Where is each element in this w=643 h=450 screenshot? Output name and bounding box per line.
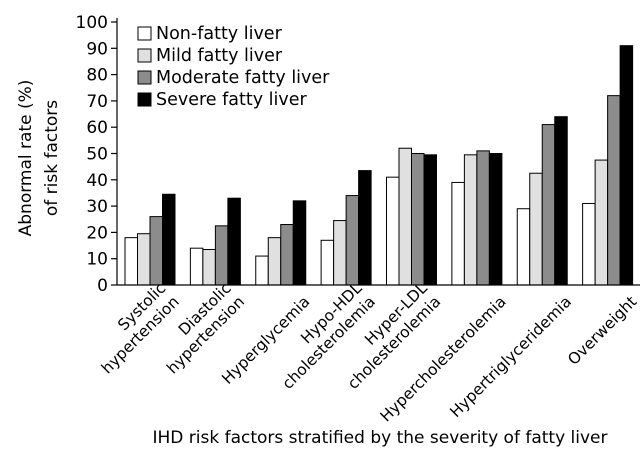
- y-tick-label: 100: [76, 13, 108, 33]
- bar-moderate-fatty-liver-2: [280, 224, 294, 286]
- y-tick-label: 40: [86, 171, 108, 191]
- bar-non-fatty-liver-6: [516, 208, 531, 286]
- y-ticks-layer: 0 10 20 30 40 50 60 70 80 90 100: [76, 13, 117, 296]
- bar-mild-fatty-liver-5: [463, 154, 478, 286]
- y-axis-title-line-1: Abnormal rate (%): [16, 80, 36, 237]
- bar-mild-fatty-liver-1: [202, 248, 216, 286]
- category-labels-layer: SystolichypertensionDiastolichypertensio…: [98, 279, 640, 426]
- y-tick-label: 20: [86, 223, 108, 243]
- bar-moderate-fatty-liver-7: [607, 95, 621, 286]
- y-tick-label: 70: [86, 92, 108, 112]
- bar-moderate-fatty-liver-4: [411, 153, 425, 286]
- x-axis-title: IHD risk factors stratified by the sever…: [152, 428, 607, 448]
- legend-swatch-0: [137, 26, 152, 41]
- bar-severe-fatty-liver-2: [292, 200, 307, 286]
- legend-swatch-1: [137, 48, 152, 63]
- bar-non-fatty-liver-2: [255, 255, 269, 286]
- bar-non-fatty-liver-7: [582, 202, 596, 286]
- y-tick-label: 90: [86, 39, 108, 59]
- axes-layer: [116, 18, 640, 286]
- legend-swatch-2: [137, 70, 152, 85]
- bar-mild-fatty-liver-0: [137, 233, 151, 286]
- bar-mild-fatty-liver-2: [267, 237, 282, 286]
- bar-non-fatty-liver-1: [189, 247, 204, 286]
- y-tick-label: 10: [86, 250, 108, 270]
- y-tick-label: 60: [86, 118, 108, 138]
- bar-moderate-fatty-liver-3: [345, 195, 360, 286]
- bar-moderate-fatty-liver-6: [541, 124, 556, 286]
- y-tick-label: 0: [97, 276, 108, 296]
- bars-layer: [124, 45, 634, 286]
- bar-non-fatty-liver-4: [386, 176, 400, 286]
- bar-moderate-fatty-liver-0: [149, 216, 163, 286]
- bar-non-fatty-liver-3: [320, 239, 335, 286]
- bar-mild-fatty-liver-6: [529, 172, 543, 286]
- bar-non-fatty-liver-0: [124, 237, 138, 286]
- bar-severe-fatty-liver-0: [162, 193, 176, 286]
- bar-severe-fatty-liver-6: [554, 116, 568, 286]
- bar-moderate-fatty-liver-1: [214, 225, 229, 286]
- y-axis-title-line-2: of risk factors: [42, 100, 62, 216]
- y-tick-label: 50: [86, 145, 108, 165]
- y-tick-label: 30: [86, 197, 108, 217]
- legend-label-2: Moderate fatty liver: [156, 68, 330, 88]
- legend-label-3: Severe fatty liver: [156, 90, 308, 110]
- bar-severe-fatty-liver-3: [358, 170, 372, 286]
- bar-moderate-fatty-liver-5: [476, 150, 490, 286]
- bar-mild-fatty-liver-7: [594, 159, 609, 286]
- legend-swatch-3: [137, 92, 152, 107]
- bar-severe-fatty-liver-5: [488, 153, 503, 286]
- category-label-7: Overweight: [564, 293, 640, 369]
- legend-label-1: Mild fatty liver: [156, 46, 283, 66]
- bar-severe-fatty-liver-4: [423, 154, 437, 286]
- category-label-6: Hypertriglyceridemia: [447, 293, 575, 421]
- bar-non-fatty-liver-5: [451, 181, 465, 286]
- bar-mild-fatty-liver-4: [398, 147, 412, 286]
- bar-severe-fatty-liver-1: [227, 197, 241, 286]
- legend-label-0: Non-fatty liver: [156, 24, 283, 44]
- bar-mild-fatty-liver-3: [333, 220, 347, 286]
- bar-severe-fatty-liver-7: [619, 45, 634, 286]
- y-tick-label: 80: [86, 66, 108, 86]
